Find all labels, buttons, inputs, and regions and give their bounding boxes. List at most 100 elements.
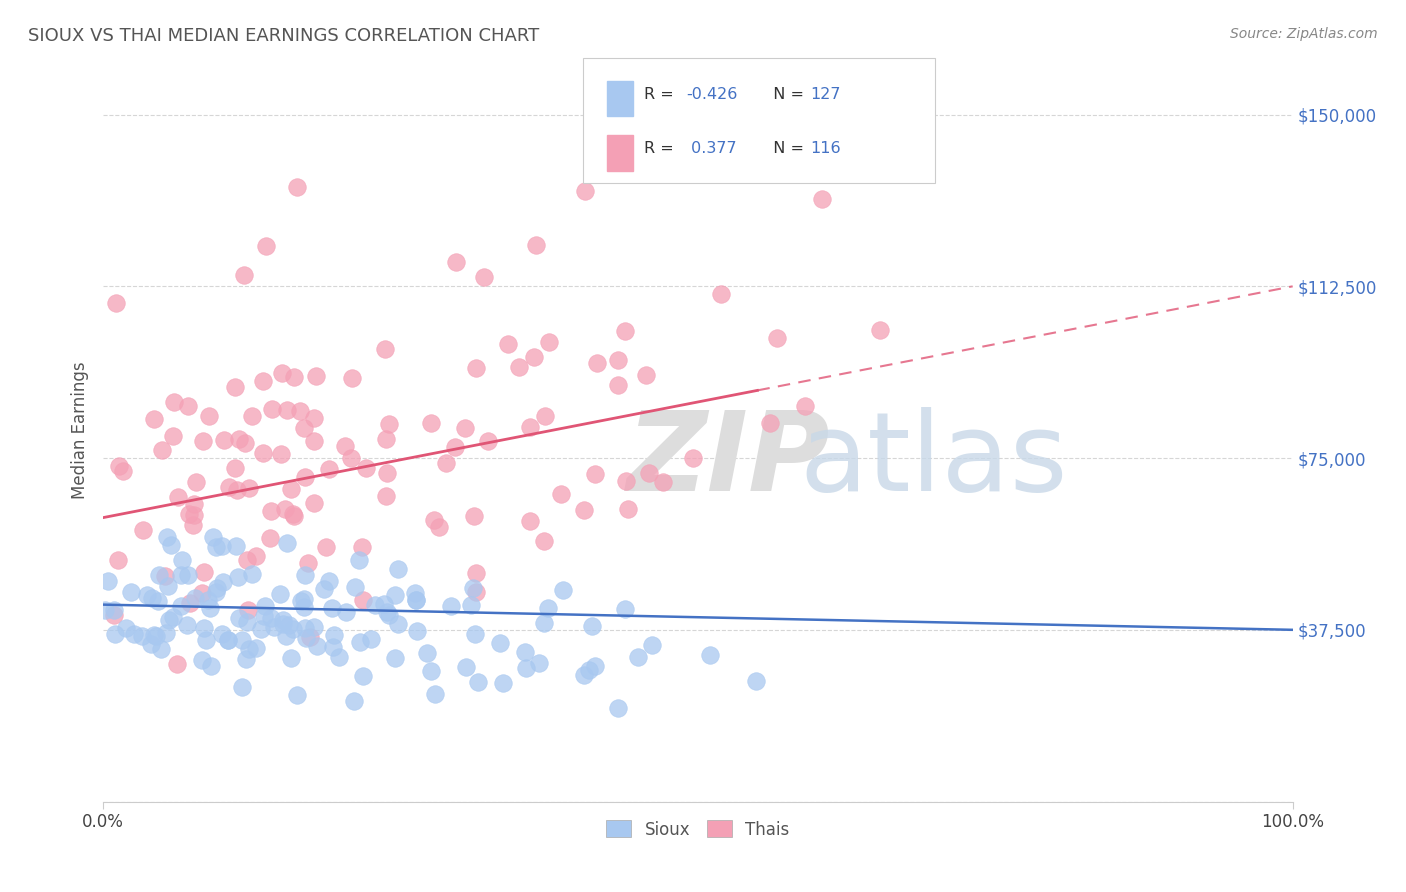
Point (342, 693, 364, 707)
Point (148, 568, 170, 582)
Point (810, 193, 832, 207)
Point (207, 581, 229, 595)
Point (172, 553, 194, 567)
Point (177, 399, 200, 413)
Point (312, 582, 335, 596)
Point (444, 254, 467, 268)
Point (374, 343, 396, 357)
Point (139, 637, 162, 651)
Point (200, 659, 222, 673)
Point (298, 631, 321, 645)
Point (254, 238, 277, 252)
Point (682, 450, 704, 465)
Point (585, 356, 607, 370)
Point (290, 404, 312, 418)
Point (463, 508, 485, 523)
Point (259, 532, 281, 546)
Point (193, 565, 215, 579)
Point (170, 599, 193, 613)
Point (614, 602, 637, 616)
Point (477, 434, 499, 449)
Point (375, 489, 398, 503)
Point (197, 593, 219, 607)
Point (166, 657, 188, 672)
Point (179, 596, 201, 610)
Point (294, 567, 316, 582)
Point (307, 640, 329, 654)
Text: R =: R = (644, 87, 679, 102)
Point (238, 481, 260, 495)
Point (177, 507, 200, 521)
Text: 0.377: 0.377 (686, 141, 737, 156)
Point (550, 487, 572, 501)
Point (759, 416, 782, 430)
Text: 127: 127 (810, 87, 841, 102)
Point (217, 632, 239, 647)
Point (710, 287, 733, 301)
Point (373, 598, 395, 612)
Point (641, 638, 664, 652)
Point (191, 434, 214, 448)
Point (190, 653, 212, 667)
Point (551, 583, 574, 598)
Point (416, 647, 439, 661)
Point (328, 649, 350, 664)
Point (453, 421, 475, 435)
Text: -0.426: -0.426 (686, 87, 738, 102)
Text: ZIP: ZIP (627, 407, 830, 514)
Point (242, 409, 264, 424)
Point (273, 502, 295, 516)
Point (375, 432, 398, 446)
Point (233, 436, 256, 450)
Point (302, 496, 325, 510)
Point (285, 180, 308, 194)
Point (181, 518, 204, 533)
Point (538, 335, 561, 350)
Point (162, 609, 184, 624)
Point (211, 540, 233, 554)
Point (224, 379, 246, 393)
Point (281, 508, 304, 522)
Point (405, 592, 427, 607)
Point (143, 627, 166, 641)
Point (167, 490, 190, 504)
Point (488, 636, 510, 650)
Point (344, 580, 367, 594)
Point (205, 541, 228, 555)
Point (198, 409, 221, 423)
Point (107, 553, 129, 567)
Text: R =: R = (644, 141, 679, 156)
Point (232, 268, 254, 282)
Point (607, 700, 630, 714)
Point (302, 434, 325, 448)
Point (524, 238, 547, 252)
Point (572, 668, 595, 682)
Point (519, 420, 541, 434)
Point (141, 591, 163, 605)
Point (143, 412, 166, 426)
Point (439, 599, 461, 614)
Point (533, 615, 555, 630)
Point (492, 676, 515, 690)
Point (378, 608, 401, 623)
Point (150, 443, 173, 458)
Point (699, 648, 721, 663)
Point (614, 475, 637, 489)
Point (340, 450, 363, 465)
Point (292, 421, 315, 435)
Point (384, 588, 406, 602)
Point (198, 601, 221, 615)
Point (104, 296, 127, 310)
Point (145, 629, 167, 643)
Point (420, 416, 443, 430)
Point (578, 664, 600, 678)
Point (378, 417, 401, 432)
Point (405, 593, 427, 607)
Point (218, 480, 240, 494)
Point (226, 570, 249, 584)
Point (335, 605, 357, 619)
Point (533, 533, 555, 548)
Point (245, 640, 267, 655)
Point (212, 433, 235, 447)
Point (202, 530, 225, 544)
